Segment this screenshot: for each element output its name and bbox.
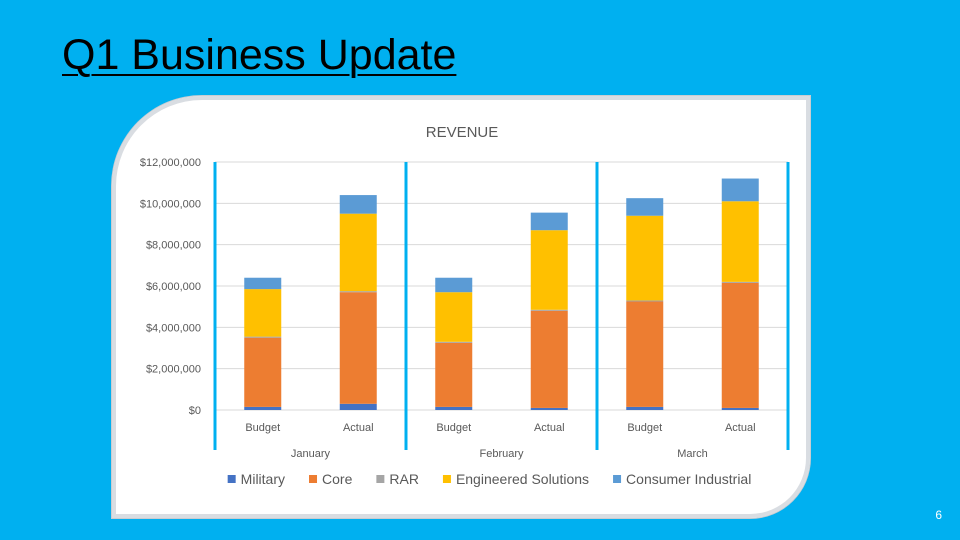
legend-swatch: [309, 475, 318, 483]
y-tick-label: $4,000,000: [146, 322, 201, 334]
bar-segment: [721, 281, 759, 283]
bar-segment: [530, 309, 568, 311]
bar-segment: [530, 230, 568, 310]
chart-frame: REVENUE $0 $2,000,000 $4,000,000 $6,000,000…: [112, 96, 810, 518]
legend-label: Military: [241, 471, 285, 487]
bar-segment: [435, 406, 473, 410]
legend-label: RAR: [389, 471, 419, 487]
x-tick-label: Budget: [436, 422, 471, 434]
x-tick-label: Actual: [343, 422, 374, 434]
bar-segment: [339, 195, 377, 214]
legend-label: Engineered Solutions: [456, 471, 589, 487]
slide-number: 6: [935, 508, 942, 522]
legend-swatch: [227, 475, 236, 483]
bar-segment: [435, 292, 473, 342]
y-tick-label: $10,000,000: [140, 198, 201, 210]
chart-title: REVENUE: [426, 124, 499, 141]
bar-segment: [721, 407, 759, 410]
bar-segment: [435, 277, 473, 293]
x-tick-label: Budget: [627, 422, 662, 434]
legend-swatch: [613, 475, 622, 483]
bar-segment: [339, 291, 377, 293]
legend-swatch: [376, 475, 385, 483]
bar-segment: [435, 342, 473, 407]
y-tick-label: $2,000,000: [146, 364, 201, 376]
y-tick-label: $8,000,000: [146, 240, 201, 252]
x-group-label: January: [291, 448, 331, 460]
bar-segment: [244, 336, 282, 338]
x-tick-label: Actual: [534, 422, 565, 434]
bar-segment: [626, 300, 664, 302]
bar-segment: [530, 310, 568, 408]
y-tick-label: $6,000,000: [146, 281, 201, 293]
legend-label: Consumer Industrial: [626, 471, 751, 487]
slide-title: Q1 Business Update: [62, 31, 457, 79]
bar-segment: [530, 407, 568, 410]
x-group-label: March: [677, 448, 708, 460]
x-tick-label: Actual: [725, 422, 756, 434]
bar-segment: [721, 201, 759, 282]
bar-segment: [244, 289, 282, 337]
bar-segment: [244, 406, 282, 410]
bar-segment: [626, 198, 664, 216]
bar-segment: [626, 406, 664, 410]
bar-segment: [339, 292, 377, 404]
x-group-label: February: [479, 448, 524, 460]
legend-swatch: [442, 475, 451, 483]
y-tick-label: $0: [189, 405, 201, 417]
revenue-chart: REVENUE $0 $2,000,000 $4,000,000 $6,000,000…: [140, 124, 790, 487]
y-tick-label: $12,000,000: [140, 157, 201, 169]
bar-segment: [626, 215, 664, 301]
bar-segment: [244, 277, 282, 290]
x-tick-label: Budget: [245, 422, 280, 434]
bar-segment: [721, 178, 759, 202]
bar-segment: [530, 212, 568, 231]
bar-segment: [244, 337, 282, 407]
bar-segment: [339, 403, 377, 410]
bar-segment: [339, 213, 377, 292]
bar-segment: [626, 301, 664, 407]
bar-segment: [435, 341, 473, 343]
legend-label: Core: [322, 471, 353, 487]
bar-segment: [721, 282, 759, 408]
